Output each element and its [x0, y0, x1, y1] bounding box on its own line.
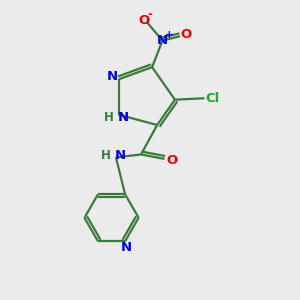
- Text: N: N: [121, 241, 132, 254]
- Text: H: H: [103, 111, 113, 124]
- Text: N: N: [157, 34, 168, 47]
- Text: N: N: [117, 111, 128, 124]
- Text: -: -: [148, 8, 152, 21]
- Text: O: O: [180, 28, 192, 41]
- Text: N: N: [107, 70, 118, 83]
- Text: O: O: [166, 154, 178, 167]
- Text: H: H: [101, 149, 111, 162]
- Text: O: O: [138, 14, 149, 27]
- Text: N: N: [115, 149, 126, 162]
- Text: Cl: Cl: [206, 92, 220, 105]
- Text: +: +: [164, 30, 173, 40]
